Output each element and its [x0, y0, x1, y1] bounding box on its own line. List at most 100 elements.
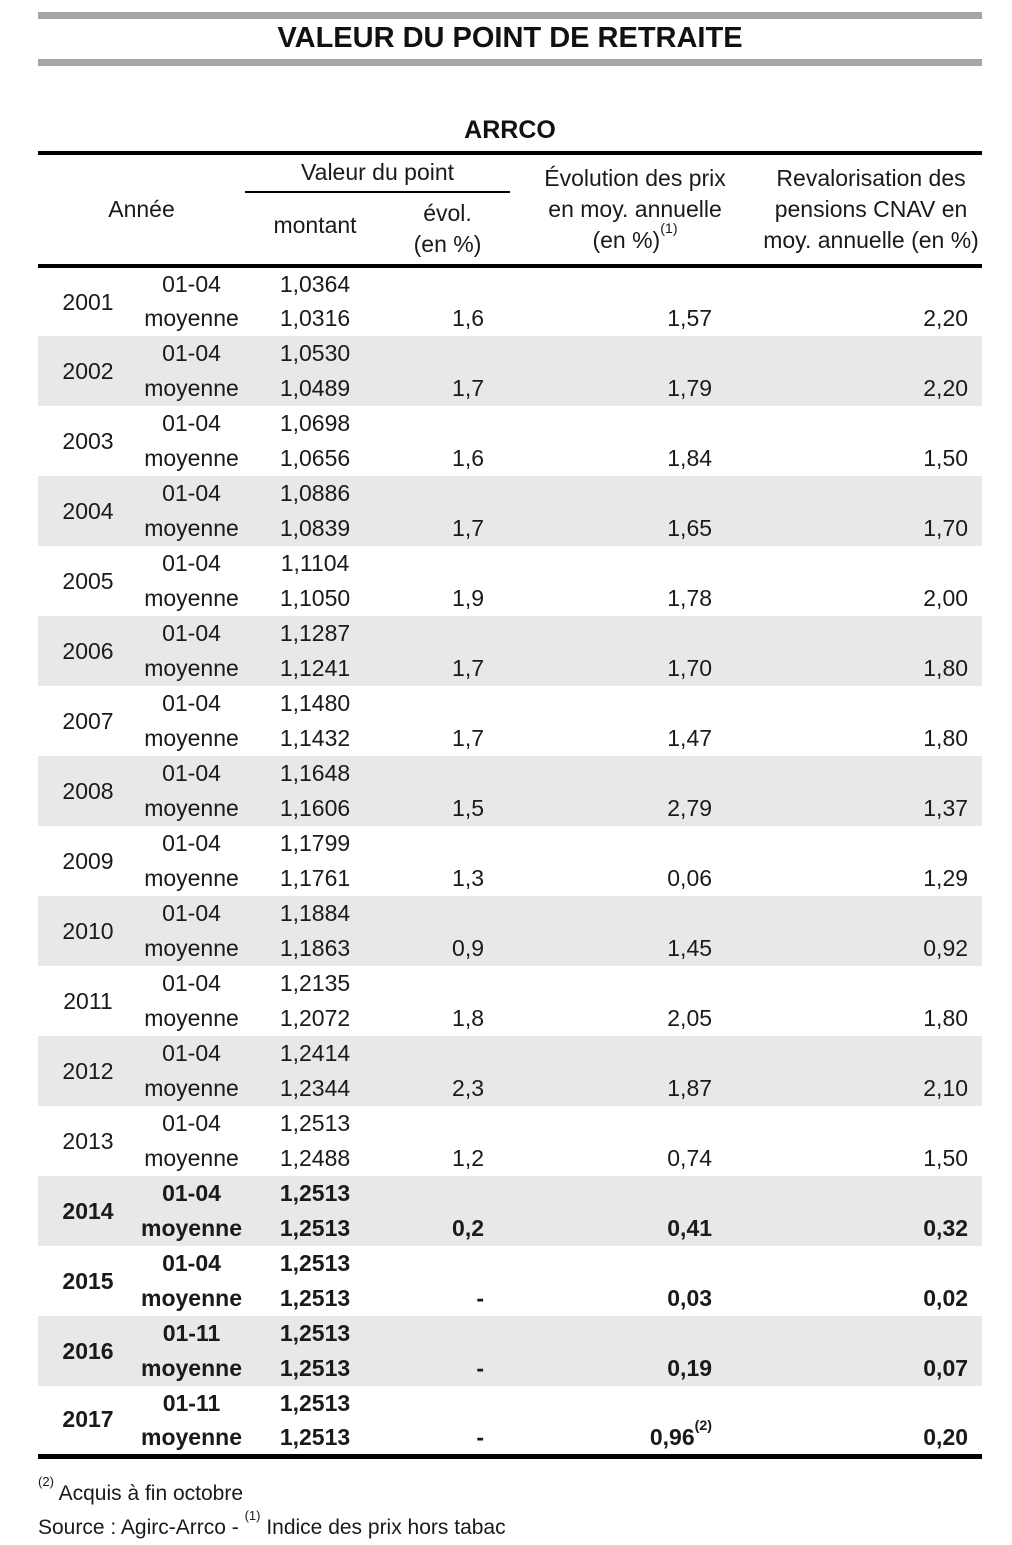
montant-cell: 1,1480	[279, 690, 351, 716]
evol-cell: 1,7	[452, 515, 485, 541]
period-cell: 01-04	[162, 1110, 221, 1136]
year-cell: 2006	[62, 637, 114, 664]
cnav-cell: 2,10	[923, 1075, 969, 1101]
prix-cell: 2,79	[667, 795, 713, 821]
montant-cell: 1,0656	[279, 445, 351, 471]
period-cell: moyenne	[144, 375, 239, 401]
montant-cell: 1,2513	[279, 1250, 351, 1276]
evol-cell: 2,3	[452, 1075, 485, 1101]
cnav-cell: 0,92	[923, 935, 969, 961]
header-revalorisation-cnav: Revalorisation des pensions CNAV en moy.…	[760, 153, 982, 266]
montant-cell: 1,1287	[279, 620, 351, 646]
table-row: 2017 01-11 1,2513 moyenne 1,2513 - 0,96(…	[38, 1386, 982, 1456]
table-subtitle: ARRCO	[464, 116, 556, 144]
montant-cell: 1,2414	[279, 1040, 351, 1066]
period-cell: 01-04	[162, 1040, 221, 1066]
period-cell: 01-04	[162, 970, 221, 996]
prix-cell: 1,70	[667, 655, 713, 681]
evol-cell: 0,9	[452, 935, 485, 961]
source-prefix: Source : Agirc-Arrco -	[38, 1515, 245, 1539]
montant-cell: 1,1761	[279, 865, 351, 891]
footnote-1-ref: (1)	[244, 1507, 261, 1523]
montant-cell: 1,1606	[279, 795, 351, 821]
year-cell: 2004	[62, 497, 114, 524]
evol-cell: 1,6	[452, 305, 485, 331]
period-cell: 01-04	[162, 410, 221, 436]
cnav-cell: 0,32	[923, 1215, 969, 1241]
period-cell: 01-04	[162, 830, 221, 856]
header-montant: montant	[273, 212, 357, 238]
period-cell: moyenne	[144, 1005, 239, 1031]
cnav-cell: 1,70	[923, 515, 969, 541]
evol-cell: 1,6	[452, 445, 485, 471]
period-cell: moyenne	[144, 865, 239, 891]
year-cell: 2009	[62, 847, 114, 874]
montant-cell: 1,0698	[279, 410, 351, 436]
cnav-cell: 2,20	[923, 375, 969, 401]
cnav-cell: 0,07	[923, 1355, 969, 1381]
montant-cell: 1,2072	[279, 1005, 351, 1031]
evol-cell: -	[476, 1423, 485, 1450]
cnav-cell: 0,20	[923, 1423, 969, 1450]
montant-cell: 1,0839	[279, 515, 351, 541]
table-row: 2004 01-04 1,0886 moyenne 1,0839 1,7 1,6…	[38, 476, 983, 546]
table-row: 2007 01-04 1,1480 moyenne 1,1432 1,7 1,4…	[38, 686, 982, 756]
table-row: 2012 01-04 1,2414 moyenne 1,2344 2,3 1,8…	[38, 1036, 983, 1106]
montant-cell: 1,2513	[279, 1215, 351, 1241]
table-row: 2003 01-04 1,0698 moyenne 1,0656 1,6 1,8…	[38, 406, 982, 476]
header-cnav-line3: moy. annuelle (en %)	[763, 227, 979, 253]
montant-cell: 1,2344	[279, 1075, 351, 1101]
montant-cell: 1,2135	[279, 970, 351, 996]
prix-cell: 0,96(2)	[649, 1417, 713, 1450]
table-row: 2001 01-04 1,0364 moyenne 1,0316 1,6 1,5…	[38, 266, 982, 336]
evol-cell: 1,8	[452, 1005, 485, 1031]
evol-cell: 1,9	[452, 585, 485, 611]
footnote-1-text: Indice des prix hors tabac	[260, 1515, 506, 1539]
period-cell: moyenne	[144, 935, 239, 961]
prix-cell: 1,57	[667, 305, 713, 331]
montant-cell: 1,1050	[279, 585, 351, 611]
montant-cell: 1,2513	[279, 1423, 351, 1450]
table-header: Année Valeur du point Évolution des prix…	[38, 153, 983, 266]
montant-cell: 1,1884	[279, 900, 351, 926]
prix-cell: 0,74	[667, 1145, 713, 1171]
evol-cell: 1,7	[452, 725, 485, 751]
table-row: 2005 01-04 1,1104 moyenne 1,1050 1,9 1,7…	[38, 546, 982, 616]
period-cell: moyenne	[141, 1215, 242, 1241]
header-cnav-line2: pensions CNAV en	[774, 196, 968, 222]
footnote-source: Source : Agirc-Arrco - (1) Indice des pr…	[38, 1507, 982, 1545]
footnote-2-text: Acquis à fin octobre	[53, 1481, 244, 1505]
header-cnav-line1: Revalorisation des	[776, 165, 966, 191]
year-cell: 2011	[63, 987, 113, 1014]
year-cell: 2003	[62, 427, 114, 454]
cnav-cell: 1,80	[923, 655, 969, 681]
montant-cell: 1,2513	[279, 1390, 351, 1416]
period-cell: 01-11	[162, 1320, 221, 1346]
year-cell: 2008	[62, 777, 114, 804]
montant-cell: 1,1104	[280, 550, 350, 576]
evol-cell: 1,5	[452, 795, 485, 821]
prix-cell: 1,45	[667, 935, 713, 961]
montant-cell: 1,0489	[279, 375, 351, 401]
period-cell: 01-04	[162, 900, 221, 926]
prix-cell: 0,03	[667, 1285, 713, 1311]
header-evol-line2: (en %)	[413, 231, 482, 257]
prix-cell: 1,87	[667, 1075, 713, 1101]
title-top-rule	[38, 12, 982, 19]
year-cell: 2005	[62, 567, 114, 594]
evol-cell: 1,7	[452, 655, 485, 681]
period-cell: 01-11	[162, 1390, 221, 1416]
cnav-cell: 0,02	[923, 1285, 969, 1311]
period-cell: 01-04	[162, 1180, 221, 1206]
prix-footnote-ref: (2)	[694, 1417, 713, 1434]
arrco-table: Année Valeur du point Évolution des prix…	[38, 151, 983, 1459]
table-row: 2010 01-04 1,1884 moyenne 1,1863 0,9 1,4…	[38, 896, 983, 966]
header-annee: Année	[108, 196, 175, 222]
period-cell: 01-04	[162, 620, 221, 646]
evol-cell: 1,7	[452, 375, 485, 401]
montant-cell: 1,2513	[279, 1285, 351, 1311]
montant-cell: 1,0886	[279, 480, 351, 506]
evol-cell: 1,2	[452, 1145, 485, 1171]
period-cell: 01-04	[162, 1250, 221, 1276]
year-cell: 2002	[62, 357, 114, 384]
